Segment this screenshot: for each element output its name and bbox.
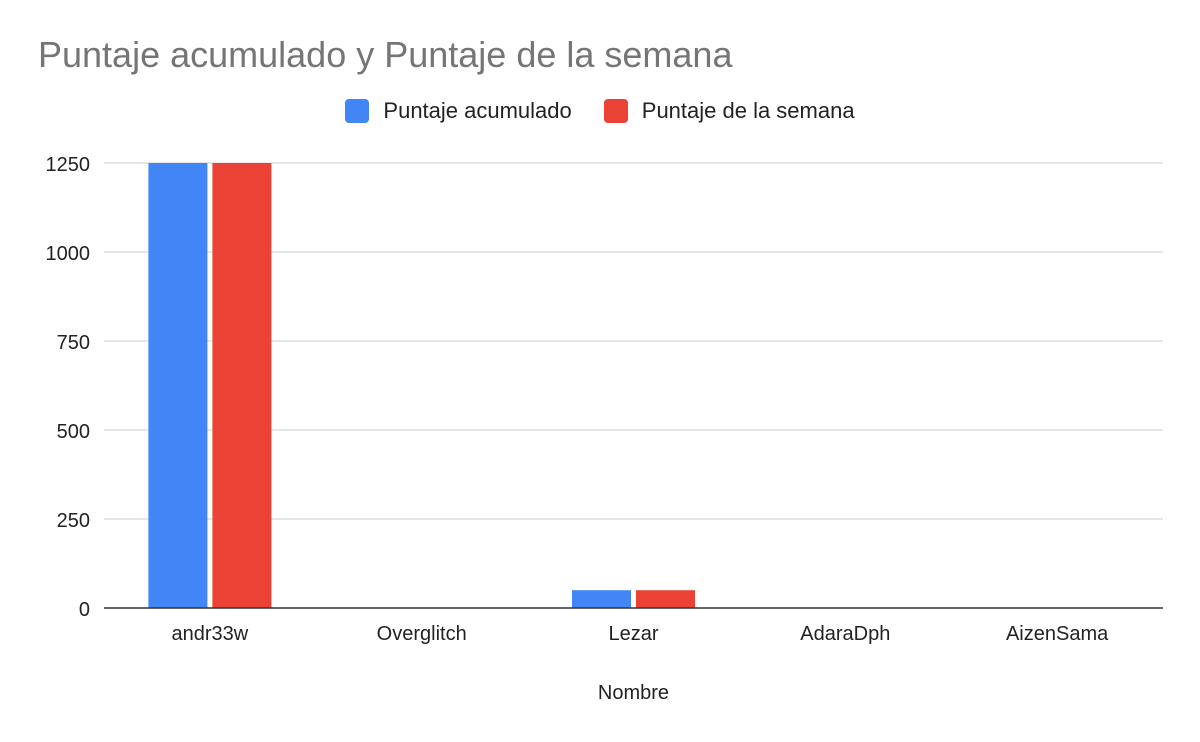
legend: Puntaje acumulado Puntaje de la semana bbox=[0, 98, 1200, 124]
y-tick-label: 1000 bbox=[46, 243, 91, 265]
x-tick-label: Overglitch bbox=[377, 623, 467, 645]
legend-swatch-puntaje-semana bbox=[603, 99, 628, 123]
x-tick-label: AdaraDph bbox=[800, 623, 890, 645]
x-tick-label: AizenSama bbox=[1006, 623, 1109, 645]
legend-swatch-puntaje-acumulado bbox=[345, 99, 370, 123]
y-tick-label: 0 bbox=[79, 599, 90, 621]
bar bbox=[148, 163, 208, 608]
legend-item-puntaje-acumulado: Puntaje acumulado bbox=[345, 98, 572, 124]
y-tick-label: 1250 bbox=[46, 154, 91, 176]
x-tick-label: andr33w bbox=[172, 623, 249, 645]
legend-item-puntaje-semana: Puntaje de la semana bbox=[603, 98, 855, 124]
chart-title: Puntaje acumulado y Puntaje de la semana bbox=[38, 34, 733, 75]
legend-label-puntaje-acumulado: Puntaje acumulado bbox=[383, 98, 572, 123]
legend-label-puntaje-semana: Puntaje de la semana bbox=[641, 98, 855, 123]
y-tick-label: 500 bbox=[57, 421, 90, 443]
y-tick-label: 750 bbox=[57, 332, 90, 354]
bar bbox=[212, 163, 272, 608]
x-axis-label: Nombre bbox=[598, 682, 669, 704]
y-tick-label: 250 bbox=[57, 510, 90, 532]
x-tick-label: Lezar bbox=[608, 623, 658, 645]
bar bbox=[572, 590, 631, 608]
bar bbox=[636, 590, 695, 608]
